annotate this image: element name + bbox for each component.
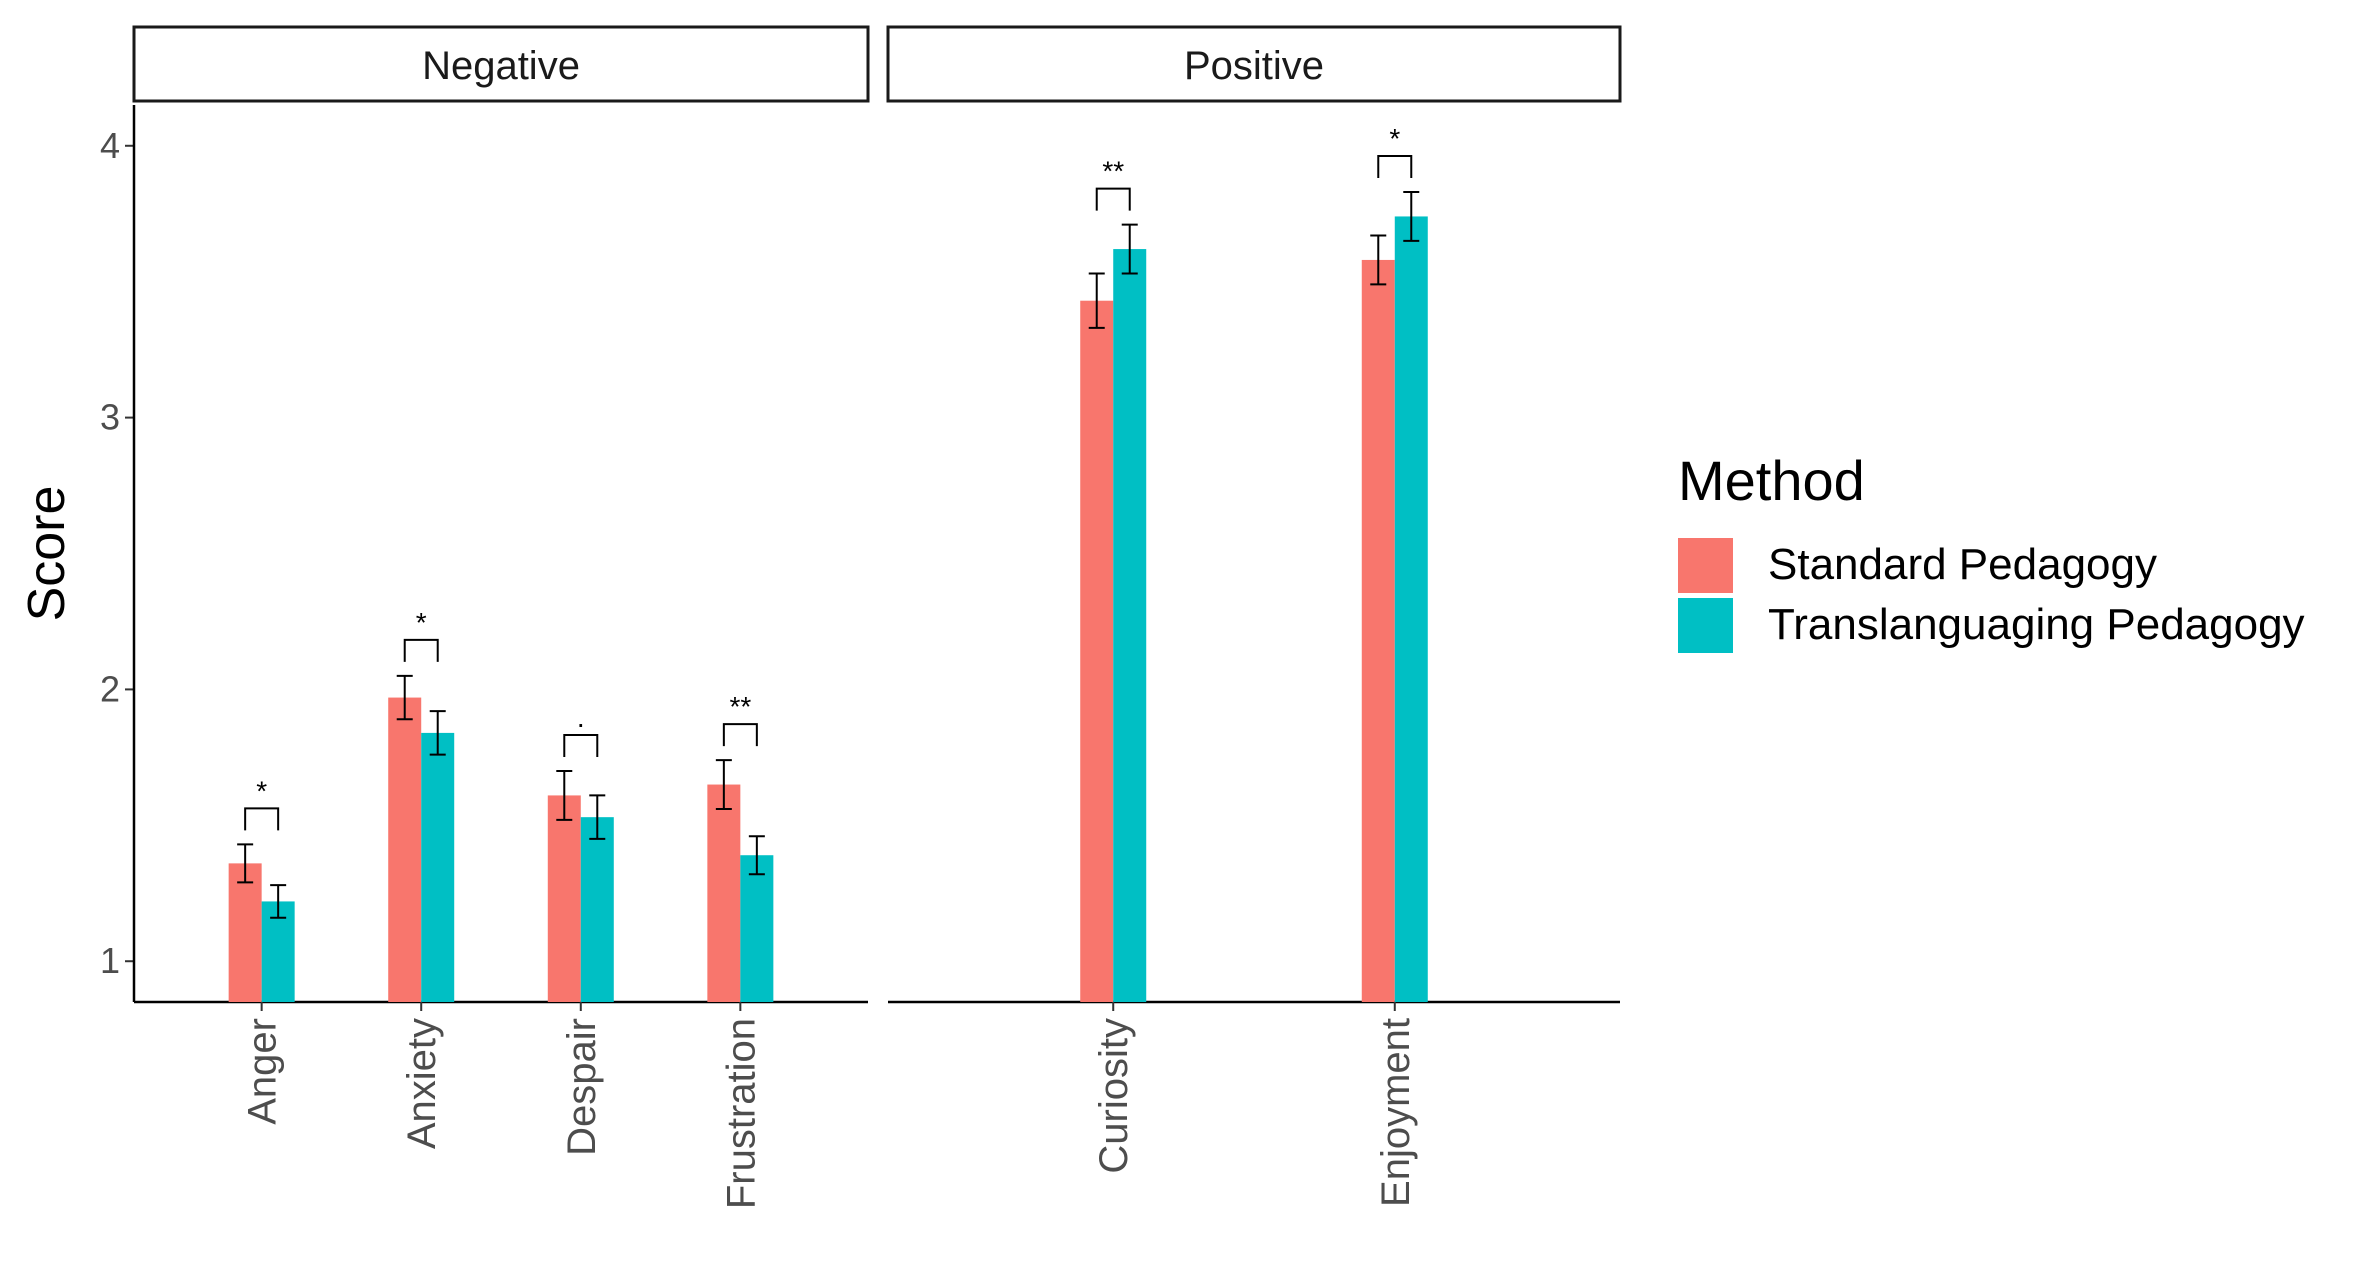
significance-label: * [1389,123,1400,154]
bar-frustration-translanguaging [740,855,774,1002]
bar-frustration-standard [707,784,741,1002]
y-tick-label: 1 [100,940,120,981]
x-tick-label: Enjoyment [1374,1018,1418,1207]
bar-curiosity-standard [1080,300,1114,1002]
significance-label: * [256,775,267,806]
significance-bracket [1095,187,1131,211]
x-tick-label: Anger [241,1018,285,1125]
facet-strip-label: Positive [1184,44,1324,88]
legend-label: Translanguaging Pedagogy [1768,600,2305,649]
y-tick-label: 4 [100,125,120,166]
significance-label: ** [1102,156,1124,187]
significance-bracket [563,733,599,757]
bar-despair-standard [547,795,581,1002]
y-tick-label: 2 [100,668,120,709]
legend-title: Method [1678,449,1865,512]
significance-bracket [1377,154,1413,178]
bar-curiosity-translanguaging [1113,249,1147,1003]
x-tick-label: Frustration [719,1018,763,1209]
bar-enjoyment-translanguaging [1394,216,1428,1003]
significance-bracket [403,638,439,662]
y-tick-label: 3 [100,397,120,438]
facet-strip-label: Negative [422,44,580,88]
facet-strip [132,25,870,103]
significance-label: . [577,702,585,733]
significance-bracket [244,807,280,831]
x-tick-label: Despair [560,1018,604,1156]
bar-anxiety-standard [388,697,422,1002]
bar-enjoyment-standard [1361,259,1395,1002]
bar-despair-translanguaging [580,817,614,1002]
bar-anxiety-translanguaging [421,732,455,1002]
significance-label: ** [729,691,751,722]
legend-label: Standard Pedagogy [1768,540,2157,589]
x-tick-label: Anxiety [400,1018,444,1149]
significance-label: * [416,607,427,638]
bar-anger-standard [228,863,262,1002]
x-tick-label: Curiosity [1092,1018,1136,1174]
y-axis-title: Score [18,486,76,622]
significance-bracket [722,723,758,747]
legend-swatch [1678,538,1733,593]
facet-strip [886,25,1622,103]
legend-swatch [1678,598,1733,653]
